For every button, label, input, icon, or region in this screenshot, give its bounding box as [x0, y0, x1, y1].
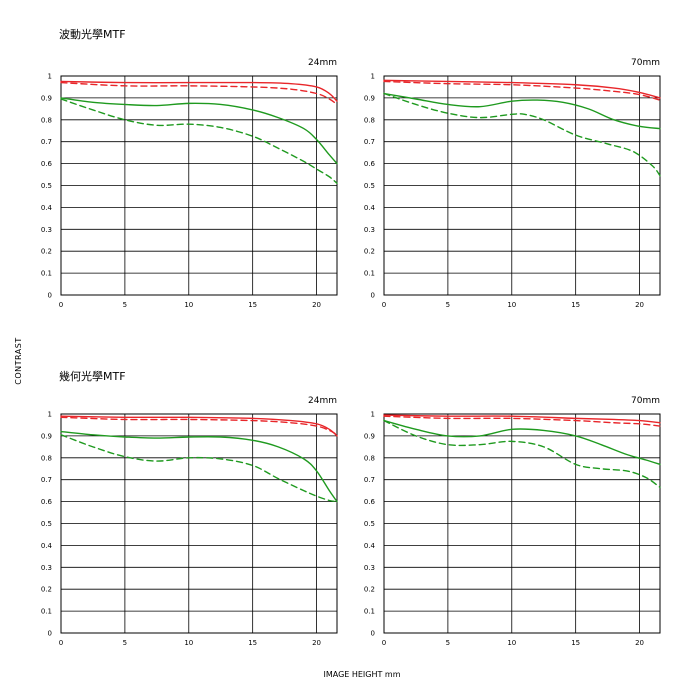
series-line-red-dashed	[60, 81, 338, 106]
section-title-geometric: 幾何光學MTF	[59, 369, 126, 383]
section-title-wave: 波動光學MTF	[59, 27, 126, 41]
focal-length-label: 24mm	[308, 58, 337, 68]
x-tick-label: 10	[507, 301, 516, 309]
y-tick-label: 0	[371, 292, 375, 300]
x-tick-label: 10	[507, 639, 516, 647]
y-tick-label: 0.1	[41, 608, 52, 616]
y-tick-label: 0.1	[41, 270, 52, 278]
y-tick-label: 0.7	[364, 138, 375, 146]
y-tick-label: 0.5	[364, 520, 375, 528]
series-line-green-solid	[383, 419, 661, 466]
y-tick-label: 0.5	[41, 520, 52, 528]
y-tick-label: 0.1	[364, 270, 375, 278]
plot-frame	[383, 413, 661, 634]
y-axis-label: CONTRAST	[14, 337, 23, 384]
chart-panels: 00.10.20.30.40.50.60.70.80.910 5 10 15 2024m…	[41, 58, 661, 647]
y-tick-label: 1	[48, 411, 52, 419]
y-tick-label: 0.3	[41, 564, 52, 572]
series-line-green-dashed	[383, 419, 661, 489]
chart-panel-geometric-24mm: 00.10.20.30.40.50.60.70.80.910 5 10 15 2024m…	[41, 396, 338, 647]
plot-frame	[60, 413, 338, 634]
y-tick-label: 0.9	[364, 432, 375, 440]
y-tick-label: 0.8	[364, 454, 375, 462]
y-tick-label: 0.7	[364, 476, 375, 484]
y-tick-label: 0.9	[41, 432, 52, 440]
plot-frame	[60, 75, 338, 296]
y-tick-label: 0.6	[364, 498, 376, 506]
series-line-red-dashed	[383, 80, 661, 101]
x-tick-label: 0	[59, 639, 63, 647]
series-line-red-solid	[383, 79, 661, 99]
y-tick-label: 0.5	[364, 182, 375, 190]
x-tick-label: 10	[184, 301, 193, 309]
series-line-red-solid	[60, 80, 338, 102]
x-tick-label: 20	[635, 639, 644, 647]
y-tick-label: 0.7	[41, 138, 52, 146]
series-line-green-dashed	[383, 92, 661, 177]
y-tick-label: 0.3	[41, 226, 52, 234]
series-line-green-solid	[383, 92, 661, 130]
y-tick-label: 0.4	[41, 542, 53, 550]
y-tick-label: 0.5	[41, 182, 52, 190]
x-tick-label: 5	[446, 639, 450, 647]
y-tick-label: 0.1	[364, 608, 375, 616]
y-tick-label: 0.4	[41, 204, 53, 212]
x-tick-label: 20	[312, 301, 321, 309]
y-tick-label: 0.6	[41, 160, 53, 168]
chart-panel-wave-70mm: 00.10.20.30.40.50.60.70.80.910 5 10 15 2070m…	[364, 58, 661, 309]
y-tick-label: 0	[48, 292, 52, 300]
y-tick-label: 0.8	[41, 454, 52, 462]
y-tick-label: 0.4	[364, 542, 376, 550]
x-tick-label: 15	[571, 301, 580, 309]
series-line-green-solid	[60, 430, 338, 503]
x-tick-label: 15	[248, 639, 257, 647]
y-tick-label: 0	[48, 630, 52, 638]
y-tick-label: 0.8	[364, 116, 375, 124]
chart-panel-geometric-70mm: 00.10.20.30.40.50.60.70.80.910 5 10 15 2070m…	[364, 396, 661, 647]
focal-length-label: 24mm	[308, 396, 337, 406]
y-tick-label: 0.4	[364, 204, 376, 212]
y-tick-label: 0.7	[41, 476, 52, 484]
x-tick-label: 5	[446, 301, 450, 309]
series-line-red-dashed	[383, 415, 661, 427]
y-tick-label: 0.3	[364, 226, 375, 234]
y-tick-label: 1	[48, 73, 52, 81]
y-tick-label: 0.2	[41, 248, 52, 256]
x-tick-label: 0	[382, 639, 386, 647]
chart-panel-wave-24mm: 00.10.20.30.40.50.60.70.80.910 5 10 15 2024m…	[41, 58, 338, 309]
series-line-red-dashed	[60, 416, 338, 436]
y-tick-label: 0.6	[364, 160, 376, 168]
focal-length-label: 70mm	[631, 396, 660, 406]
series-line-red-solid	[383, 414, 661, 424]
y-tick-label: 1	[371, 411, 375, 419]
series-line-green-dashed	[60, 98, 338, 185]
y-tick-label: 0.2	[364, 586, 375, 594]
y-tick-label: 0.9	[364, 94, 375, 102]
y-tick-label: 0.9	[41, 94, 52, 102]
y-tick-label: 0.3	[364, 564, 375, 572]
series-line-red-solid	[60, 415, 338, 437]
y-tick-label: 0.8	[41, 116, 52, 124]
y-tick-label: 0.2	[364, 248, 375, 256]
y-tick-label: 1	[371, 73, 375, 81]
x-tick-label: 15	[248, 301, 257, 309]
x-tick-label: 5	[123, 639, 127, 647]
x-tick-label: 0	[59, 301, 63, 309]
x-tick-label: 15	[571, 639, 580, 647]
y-tick-label: 0.6	[41, 498, 53, 506]
x-tick-label: 5	[123, 301, 127, 309]
x-tick-label: 0	[382, 301, 386, 309]
focal-length-label: 70mm	[631, 58, 660, 68]
plot-frame	[383, 75, 661, 296]
series-line-green-dashed	[60, 434, 338, 503]
x-tick-label: 20	[312, 639, 321, 647]
series-line-green-solid	[60, 97, 338, 165]
y-tick-label: 0	[371, 630, 375, 638]
x-tick-label: 20	[635, 301, 644, 309]
y-tick-label: 0.2	[41, 586, 52, 594]
x-tick-label: 10	[184, 639, 193, 647]
x-axis-label: IMAGE HEIGHT mm	[323, 670, 400, 679]
